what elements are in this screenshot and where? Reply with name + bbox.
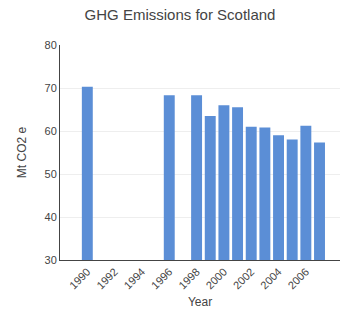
svg-text:1998: 1998 [176,266,202,292]
svg-text:2006: 2006 [285,266,311,292]
svg-text:50: 50 [45,168,57,180]
svg-text:70: 70 [45,82,57,94]
svg-text:GHG Emissions for Scotland: GHG Emissions for Scotland [85,6,276,23]
svg-text:2000: 2000 [203,266,229,292]
svg-text:1996: 1996 [149,266,175,292]
svg-text:2002: 2002 [231,266,257,292]
svg-text:30: 30 [45,254,57,266]
svg-text:2004: 2004 [258,266,284,292]
svg-text:1994: 1994 [121,266,147,292]
svg-text:60: 60 [45,125,57,137]
svg-text:80: 80 [45,39,57,51]
svg-text:40: 40 [45,211,57,223]
svg-text:Year: Year [188,295,212,309]
svg-text:1990: 1990 [67,266,93,292]
svg-text:Mt CO2 e: Mt CO2 e [15,127,29,179]
svg-text:1992: 1992 [94,266,120,292]
